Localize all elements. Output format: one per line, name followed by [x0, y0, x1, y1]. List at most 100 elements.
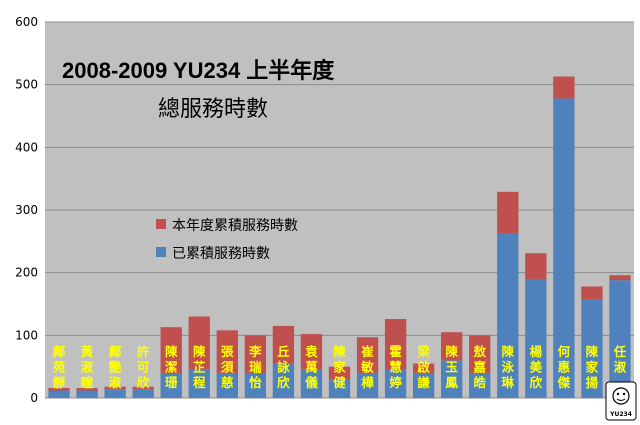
category-label-char: 張 [221, 344, 234, 359]
y-axis-ticks: 0 100 200 300 400 500 600 [15, 15, 38, 405]
category-label-char: 健 [333, 375, 346, 390]
y-tick-label: 500 [15, 78, 38, 92]
category-label-char: 丘 [277, 344, 290, 359]
bar-segment-current-year [384, 319, 407, 370]
category-label-char: 傑 [557, 375, 571, 390]
category-label-char: 美 [530, 360, 543, 375]
category-label-char: 淑 [614, 360, 627, 375]
category-label-char: 皓 [473, 375, 486, 390]
category-label-char: 泳 [502, 360, 515, 375]
category-label-char: 可 [137, 360, 150, 375]
legend-label-accumulated: 已累積服務時數 [172, 246, 270, 262]
bar-segment-accumulated [553, 98, 575, 398]
legend: 本年度累積服務時數 已累積服務時數 [156, 218, 298, 262]
bar-segment-current-year [328, 366, 351, 380]
bar-segment-current-year [356, 337, 379, 373]
category-label-char: 婷 [388, 375, 402, 390]
category-label-char: 陳 [445, 344, 458, 359]
chart-subtitle: 總服務時數 [158, 97, 268, 122]
category-label-char: 詠 [277, 360, 290, 375]
category-label-char: 惠 [558, 360, 571, 375]
bar-segment-current-year [441, 332, 463, 361]
bar-segment-current-year [412, 363, 435, 373]
bar-segment-accumulated [497, 233, 519, 398]
y-tick-label: 600 [15, 15, 38, 29]
category-label-char: 玉 [445, 360, 458, 375]
bar-segment-accumulated [412, 372, 435, 398]
bar-segment-current-year [76, 387, 98, 391]
category-label-char: 怡 [249, 375, 262, 390]
bar-segment-accumulated [216, 372, 238, 398]
category-label-char: 梁 [416, 344, 430, 359]
bar-segment-current-year [104, 386, 126, 390]
bars [48, 76, 631, 398]
category-label-char: 黃 [80, 344, 94, 359]
bar-segment-current-year [48, 387, 70, 391]
bar-segment-accumulated [272, 363, 295, 398]
category-label-char: 楊 [530, 344, 543, 359]
category-label-char: 艷 [109, 360, 122, 375]
category-label-char: 芷 [193, 360, 206, 375]
category-label-char: 啟 [417, 360, 430, 375]
bar-segment-current-year [160, 327, 182, 373]
bar-segment-current-year [272, 325, 295, 364]
category-label-char: 敖 [473, 344, 486, 359]
category-label-char: 淑 [109, 375, 122, 390]
logo-face-icon [612, 387, 630, 405]
bar-segment-accumulated [160, 372, 182, 398]
category-label-char: 陳 [586, 344, 599, 359]
category-label-char: 陳 [165, 344, 178, 359]
category-label-char: 潔 [165, 360, 178, 375]
category-label-char: 儀 [304, 375, 318, 390]
category-label-char: 李 [248, 344, 262, 359]
legend-swatch-accumulated [156, 247, 166, 257]
logo-eye-left-icon [616, 392, 620, 396]
bar-segment-current-year [497, 191, 519, 234]
category-label-char: 敏 [360, 360, 374, 375]
category-label-char: 陳 [193, 344, 206, 359]
category-label-char: 琳 [502, 375, 515, 390]
logo-eye-right-icon [622, 392, 626, 396]
category-label-char: 鳳 [445, 375, 458, 390]
category-label-char: 許 [137, 344, 150, 359]
category-label-char: 崔 [361, 344, 374, 359]
category-label-char: 瑞 [249, 360, 262, 375]
category-label-char: 陳 [502, 344, 515, 359]
bar-segment-accumulated [525, 278, 547, 398]
category-label-char: 陳 [333, 344, 346, 359]
category-label-char: 苑 [52, 360, 66, 375]
bar-segment-accumulated [48, 390, 70, 398]
category-label-char: 鄺 [108, 344, 122, 359]
bar-segment-current-year [469, 335, 491, 373]
bar-segment-accumulated [244, 372, 267, 398]
bar-segment-accumulated [104, 389, 126, 398]
bar-segment-current-year [188, 316, 210, 370]
bar-segment-accumulated [132, 389, 154, 398]
y-tick-label: 100 [15, 328, 38, 342]
bar-segment-accumulated [581, 298, 603, 398]
category-label-char: 揚 [586, 375, 599, 390]
bar-segment-current-year [525, 253, 547, 279]
bar-segment-current-year [581, 286, 603, 299]
category-label-char: 袁 [304, 344, 318, 359]
chart-title: 2008-2009 YU234 上半年度 [62, 58, 335, 83]
category-label-char: 靜 [53, 375, 66, 390]
bar-segment-accumulated [356, 372, 379, 398]
category-label-char: 謙 [417, 375, 430, 390]
category-label-char: 須 [220, 360, 234, 375]
category-label-char: 珊 [165, 375, 178, 390]
category-label-char: 霍 [389, 344, 402, 359]
category-label-char: 嘉 [472, 360, 486, 375]
category-label-char: 瞳 [81, 375, 94, 390]
legend-swatch-current-year [156, 219, 166, 229]
category-label-char: 慧 [389, 360, 402, 375]
bar-segment-current-year [553, 76, 575, 99]
category-label-char: 欣 [277, 375, 290, 390]
bar-segment-current-year [244, 335, 267, 373]
y-tick-label: 400 [15, 140, 38, 154]
bar-segment-accumulated [188, 369, 210, 398]
category-label-char: 何 [558, 344, 571, 359]
bar-segment-accumulated [328, 379, 351, 398]
bar-segment-accumulated [76, 390, 98, 398]
